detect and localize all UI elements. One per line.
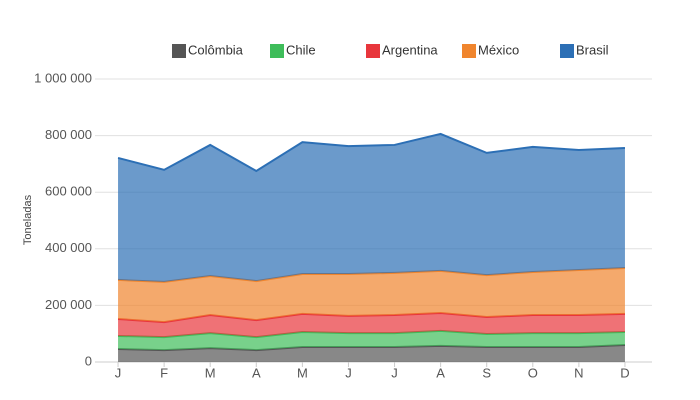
- x-tick-label: N: [574, 365, 583, 380]
- y-tick-label: 1 000 000: [34, 70, 92, 85]
- area: [118, 345, 625, 362]
- y-tick-label: 600 000: [45, 184, 92, 199]
- x-tick-label: D: [620, 365, 629, 380]
- x-tick-label: O: [528, 365, 538, 380]
- area: [118, 133, 625, 282]
- legend-swatch[interactable]: [560, 44, 574, 58]
- x-tick-label: F: [160, 365, 168, 380]
- legend-label[interactable]: Chile: [286, 42, 316, 57]
- x-tick-label: A: [436, 365, 445, 380]
- area-line: [117, 132, 626, 173]
- y-tick-label: 400 000: [45, 240, 92, 255]
- y-tick-label: 200 000: [45, 297, 92, 312]
- y-tick-label: 0: [85, 353, 92, 368]
- area: [118, 268, 625, 323]
- x-tick-label: S: [482, 365, 491, 380]
- y-axis-label: Toneladas: [22, 194, 34, 245]
- legend-label[interactable]: Argentina: [382, 42, 438, 57]
- x-tick-label: J: [115, 365, 122, 380]
- legend-label[interactable]: México: [478, 42, 519, 57]
- x-tick-label: A: [252, 365, 261, 380]
- legend-swatch[interactable]: [462, 44, 476, 58]
- legend-swatch[interactable]: [366, 44, 380, 58]
- legend-label[interactable]: Brasil: [576, 42, 609, 57]
- legend-swatch[interactable]: [172, 44, 186, 58]
- legend-label[interactable]: Colômbia: [188, 42, 244, 57]
- area: [118, 330, 625, 351]
- x-tick-label: J: [345, 365, 352, 380]
- x-tick-label: M: [205, 365, 216, 380]
- x-tick-label: J: [391, 365, 398, 380]
- y-tick-label: 800 000: [45, 127, 92, 142]
- legend-swatch[interactable]: [270, 44, 284, 58]
- x-tick-label: M: [297, 365, 308, 380]
